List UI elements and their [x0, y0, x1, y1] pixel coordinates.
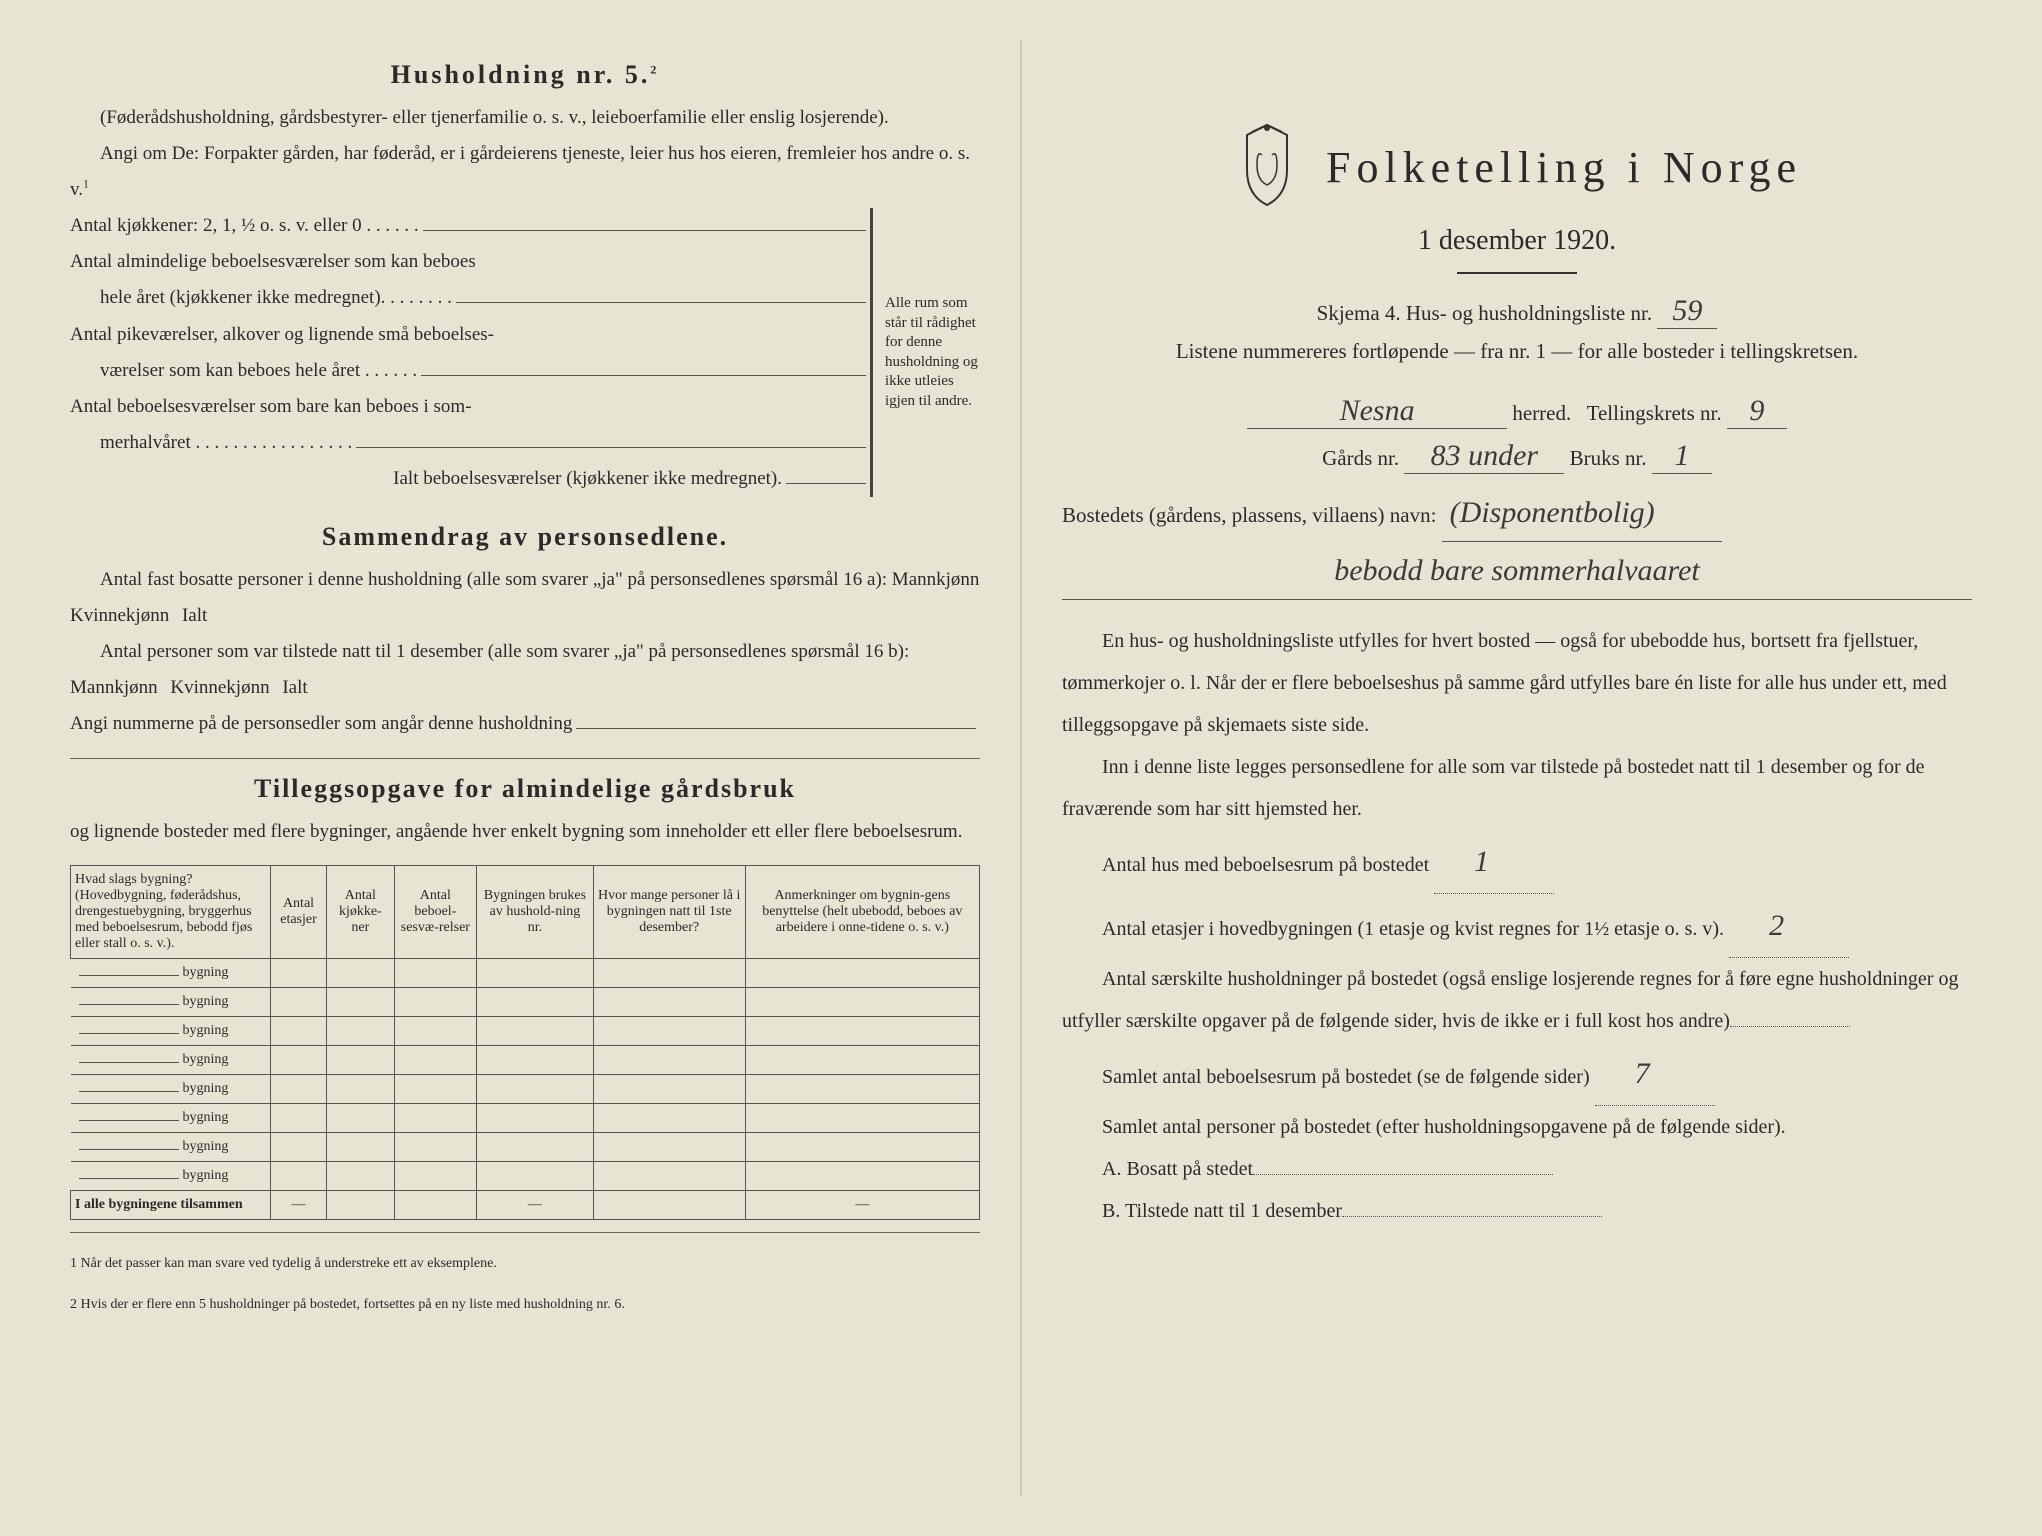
- table-row: bygning: [71, 1161, 980, 1190]
- table-row: bygning: [71, 958, 980, 987]
- row-label: bygning: [71, 958, 271, 987]
- total-cell: —: [271, 1190, 327, 1219]
- divider: [1457, 272, 1577, 274]
- th-household: Bygningen brukes av hushold-ning nr.: [477, 865, 594, 958]
- ordinary-rooms-1: Antal almindelige beboelsesværelser som …: [70, 244, 870, 280]
- row-label: bygning: [71, 1045, 271, 1074]
- ordinary-rooms-2: hele året (kjøkkener ikke medregnet). . …: [70, 280, 452, 316]
- summer-rooms-1: Antal beboelsesværelser som bare kan beb…: [70, 389, 870, 425]
- bruks-value: 1: [1652, 439, 1712, 474]
- total-cell: —: [477, 1190, 594, 1219]
- row-label: bygning: [71, 1074, 271, 1103]
- para-2: Inn i denne liste legges personsedlene f…: [1062, 746, 1972, 830]
- total-cell: [593, 1190, 745, 1219]
- herred-line: Nesna herred. Tellingskrets nr. 9: [1062, 394, 1972, 429]
- th-rooms: Antal beboel-sesvæ-relser: [394, 865, 476, 958]
- table-header-row: Hvad slags bygning? (Hovedbygning, føder…: [71, 865, 980, 958]
- table-row: bygning: [71, 1045, 980, 1074]
- coat-of-arms-icon: [1232, 120, 1302, 215]
- row-label: bygning: [71, 1132, 271, 1161]
- date-line: 1 desember 1920.: [1062, 225, 1972, 257]
- right-header: Folketelling i Norge 1 desember 1920.: [1062, 120, 1972, 274]
- summary-line-1: Antal fast bosatte personer i denne hush…: [70, 562, 980, 634]
- footnote-1: 1 Når det passer kan man svare ved tydel…: [70, 1253, 980, 1274]
- maid-rooms-2: værelser som kan beboes hele året . . . …: [70, 353, 417, 389]
- table-row: bygning: [71, 1103, 980, 1132]
- listene-note: Listene nummereres fortløpende — fra nr.…: [1062, 339, 1972, 364]
- herred-value: Nesna: [1247, 394, 1507, 429]
- note-5: (Føderådshusholdning, gårdsbestyrer- ell…: [70, 100, 980, 136]
- total-cell: [394, 1190, 476, 1219]
- total-cell: —: [745, 1190, 979, 1219]
- kitchens-line: Antal kjøkkener: 2, 1, ½ o. s. v. eller …: [70, 208, 419, 244]
- maid-rooms-1: Antal pikeværelser, alkover og lignende …: [70, 317, 870, 353]
- total-rooms: Ialt beboelsesværelser (kjøkkener ikke m…: [393, 461, 782, 497]
- summary-heading: Sammendrag av personsedlene.: [70, 522, 980, 552]
- household-5-heading: Husholdning nr. 5.2: [70, 60, 980, 90]
- bosted-line: Bostedets (gårdens, plassens, villaens) …: [1062, 484, 1972, 542]
- right-body-text: En hus- og husholdningsliste utfylles fo…: [1062, 620, 1972, 1232]
- row-label: bygning: [71, 1161, 271, 1190]
- table-row: bygning: [71, 1132, 980, 1161]
- row-label: bygning: [71, 987, 271, 1016]
- para-1: En hus- og husholdningsliste utfylles fo…: [1062, 620, 1972, 746]
- tillegg-subtitle: og lignende bosteder med flere bygninger…: [70, 814, 980, 850]
- th-type: Hvad slags bygning? (Hovedbygning, føder…: [71, 865, 271, 958]
- krets-value: 9: [1727, 394, 1787, 429]
- table-total-row: I alle bygningene tilsammen — — —: [71, 1190, 980, 1219]
- tillegg-heading: Tilleggsopgave for almindelige gårdsbruk: [70, 774, 980, 804]
- samlet-rum-line: Samlet antal beboelsesrum på bostedet (s…: [1062, 1042, 1972, 1106]
- total-cell: [327, 1190, 395, 1219]
- samlet-pers-line: Samlet antal personer på bostedet (efter…: [1062, 1106, 1972, 1148]
- table-row: bygning: [71, 987, 980, 1016]
- summer-rooms-2: merhalvåret . . . . . . . . . . . . . . …: [70, 425, 352, 461]
- a-line: A. Bosatt på stedet: [1062, 1148, 1972, 1190]
- total-label: I alle bygningene tilsammen: [71, 1190, 271, 1219]
- main-title: Folketelling i Norge: [1326, 142, 1802, 193]
- gards-value: 83 under: [1404, 439, 1564, 474]
- antal-etasjer-line: Antal etasjer i hovedbygningen (1 etasje…: [1062, 894, 1972, 958]
- row-label: bygning: [71, 1103, 271, 1132]
- th-floors: Antal etasjer: [271, 865, 327, 958]
- table-row: bygning: [71, 1016, 980, 1045]
- b-line: B. Tilstede natt til 1 desember: [1062, 1190, 1972, 1232]
- etasjer-value: 2: [1729, 894, 1849, 958]
- row-label: bygning: [71, 1016, 271, 1045]
- right-page: Folketelling i Norge 1 desember 1920. Sk…: [1022, 40, 2012, 1496]
- antal-hus-line: Antal hus med beboelsesrum på bostedet 1: [1062, 830, 1972, 894]
- bosted-value: (Disponentbolig): [1442, 484, 1722, 542]
- angi-numbers: Angi nummerne på de personsedler som ang…: [70, 706, 980, 742]
- summary-line-2: Antal personer som var tilstede natt til…: [70, 634, 980, 706]
- bosted-value-2: bebodd bare sommerhalvaaret: [1062, 542, 1972, 600]
- building-table: Hvad slags bygning? (Hovedbygning, føder…: [70, 865, 980, 1220]
- skjema-line: Skjema 4. Hus- og husholdningsliste nr. …: [1062, 294, 1972, 329]
- antal-saer-line: Antal særskilte husholdninger på bostede…: [1062, 958, 1972, 1042]
- rooms-bracket-section: Antal kjøkkener: 2, 1, ½ o. s. v. eller …: [70, 208, 980, 497]
- left-page: Husholdning nr. 5.2 (Føderådshusholdning…: [30, 40, 1022, 1496]
- angi-om: Angi om De: Forpakter gården, har føderå…: [70, 136, 980, 208]
- footnote-2: 2 Hvis der er flere enn 5 husholdninger …: [70, 1294, 980, 1315]
- th-kitchens: Antal kjøkke-ner: [327, 865, 395, 958]
- samlet-rum-value: 7: [1595, 1042, 1715, 1106]
- th-notes: Anmerkninger om bygnin-gens benyttelse (…: [745, 865, 979, 958]
- bosted-line-2: bebodd bare sommerhalvaaret: [1062, 542, 1972, 600]
- th-persons: Hvor mange personer lå i bygningen natt …: [593, 865, 745, 958]
- table-row: bygning: [71, 1074, 980, 1103]
- list-number-value: 59: [1657, 294, 1717, 329]
- bracket-note: Alle rum som står til rådighet for denne…: [870, 208, 980, 497]
- antal-hus-value: 1: [1434, 830, 1554, 894]
- gards-line: Gårds nr. 83 under Bruks nr. 1: [1062, 439, 1972, 474]
